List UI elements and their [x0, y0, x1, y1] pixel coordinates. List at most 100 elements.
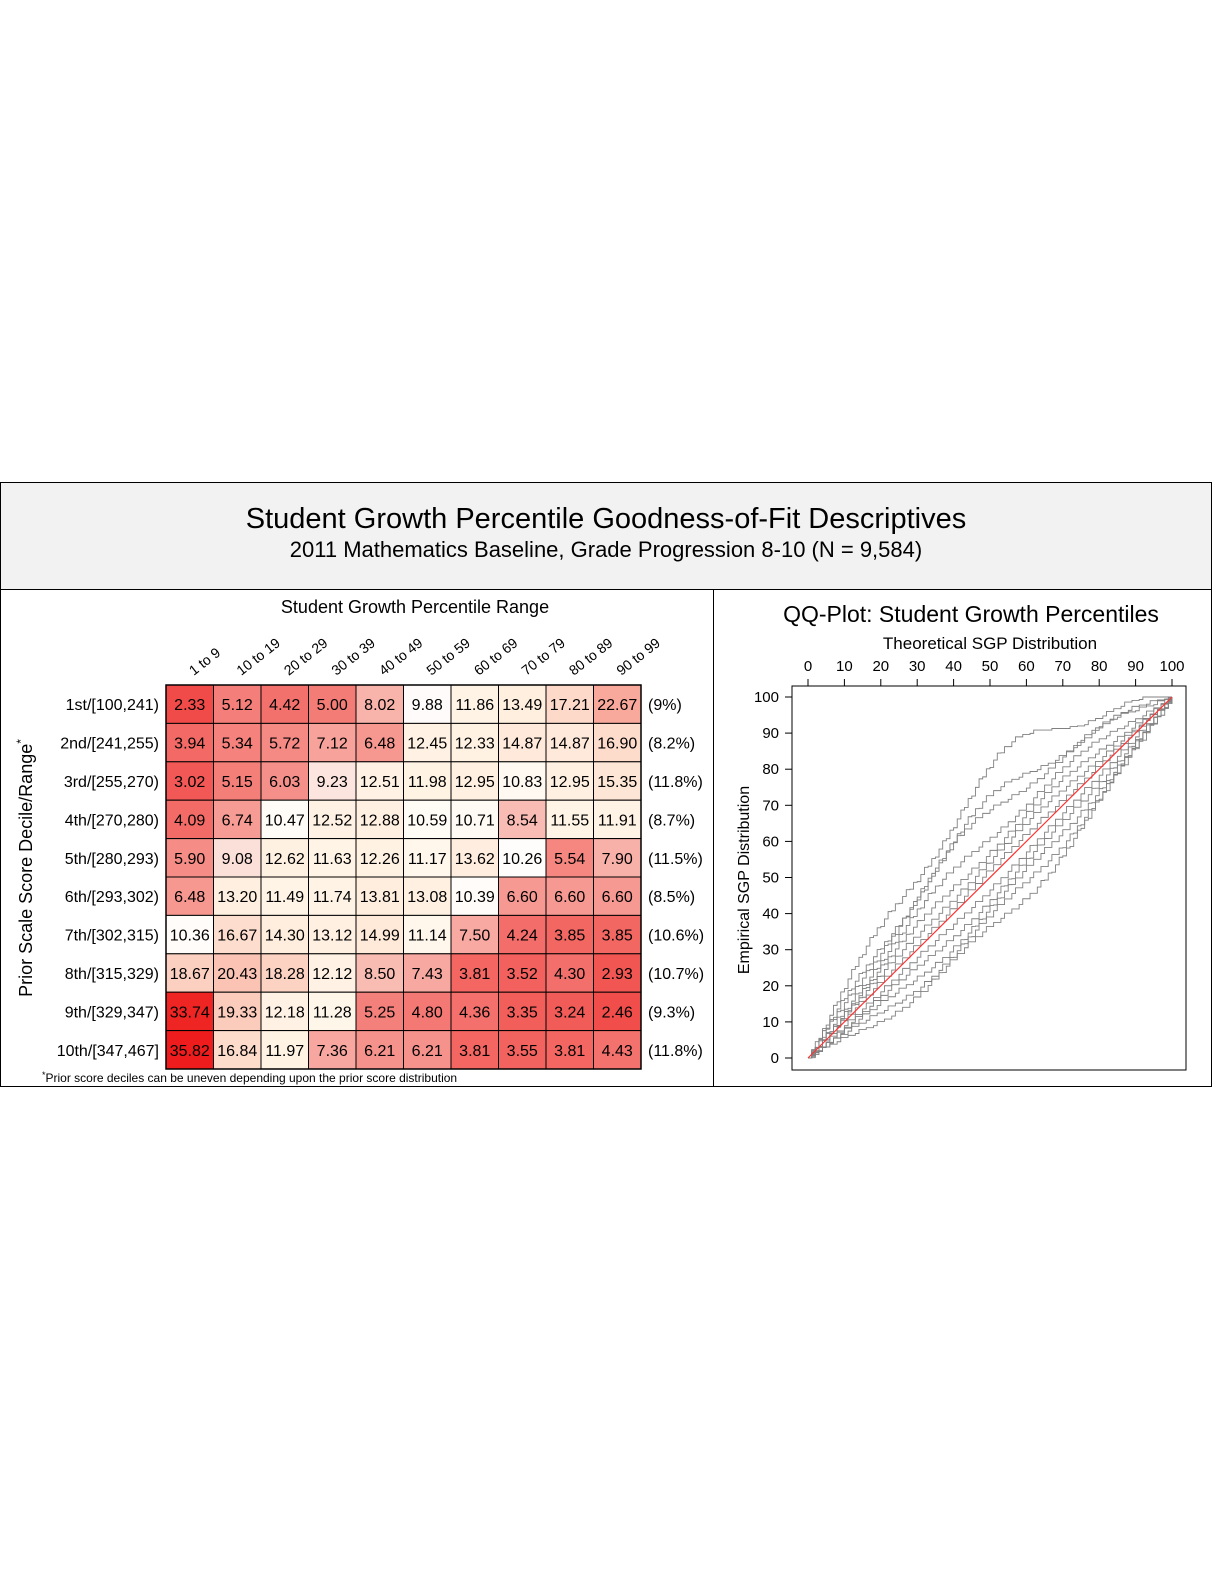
heatmap-cell — [545, 876, 594, 916]
heatmap-cell — [593, 876, 642, 916]
heatmap-cell — [545, 838, 594, 878]
qq-curve — [808, 697, 1173, 1059]
heatmap-cell-value: 10.39 — [455, 889, 495, 906]
heatmap-row-label: 6th/[293,302) — [65, 889, 159, 906]
heatmap-cell — [213, 953, 262, 993]
heatmap-cell-value: 9.23 — [317, 774, 348, 791]
heatmap-cell-value: 11.17 — [408, 851, 447, 868]
heatmap-cell — [260, 876, 309, 916]
heatmap-cell — [498, 684, 547, 724]
heatmap-cell-value: 12.45 — [407, 736, 447, 753]
heatmap-cell-value: 9.08 — [222, 851, 253, 868]
heatmap-cell-value: 6.21 — [412, 1043, 443, 1060]
heatmap-cell-value: 18.67 — [170, 966, 210, 983]
heatmap-cell-value: 10.59 — [407, 812, 447, 829]
heatmap-cell-value: 10.26 — [502, 851, 542, 868]
heatmap-border — [165, 684, 642, 1070]
heatmap-cell-value: 12.62 — [265, 851, 305, 868]
heatmap-cell-value: 33.74 — [170, 1004, 210, 1021]
heatmap-title: Student Growth Percentile Range — [281, 597, 549, 617]
heatmap-cell-value: 6.60 — [507, 889, 538, 906]
heatmap-cell — [403, 991, 452, 1032]
heatmap-cell-value: 11.49 — [265, 889, 304, 906]
heatmap-cell-value: 13.62 — [455, 851, 495, 868]
heatmap-cell — [593, 914, 642, 955]
heatmap-cell-value: 11.28 — [313, 1004, 352, 1021]
heatmap-row-label: 3rd/[255,270) — [64, 774, 159, 791]
heatmap-cell-value: 6.74 — [222, 812, 253, 829]
qq-x-tick-label: 0 — [804, 658, 812, 675]
heatmap-cell-value: 6.03 — [269, 774, 300, 791]
heatmap-cell-value: 12.12 — [312, 966, 352, 983]
qq-curve — [808, 697, 1173, 1059]
heatmap-cell — [593, 684, 642, 724]
heatmap-cell-value: 3.81 — [554, 1043, 585, 1060]
qq-x-tick-label: 10 — [836, 658, 853, 675]
qq-curve — [808, 697, 1173, 1059]
heatmap-cell-value: 12.95 — [455, 774, 495, 791]
qq-y-tick-label: 50 — [762, 870, 779, 887]
heatmap-cell-value: 7.43 — [412, 966, 443, 983]
heatmap-cell-value: 19.33 — [217, 1004, 257, 1021]
heatmap-row-label: 8th/[315,329) — [65, 966, 159, 983]
heatmap-footnote: *Prior score deciles can be uneven depen… — [42, 1070, 457, 1085]
qq-curve — [808, 696, 1172, 1059]
heatmap-column-label: 70 to 79 — [518, 634, 568, 678]
heatmap-cell-value: 6.60 — [554, 889, 585, 906]
heatmap-cell — [355, 799, 404, 840]
heatmap-cell-value: 4.42 — [269, 697, 300, 714]
heatmap-cell-value: 11.74 — [313, 889, 352, 906]
heatmap-cell — [308, 799, 357, 840]
qq-curve — [808, 697, 1173, 1059]
heatmap-row-label: 9th/[329,347) — [65, 1004, 159, 1021]
heatmap-cell-value: 5.25 — [364, 1004, 395, 1021]
qq-y-tick-label: 30 — [762, 942, 779, 959]
heatmap-column-label: 1 to 9 — [186, 644, 224, 678]
heatmap-cell — [498, 838, 547, 878]
main-title: Student Growth Percentile Goodness-of-Fi… — [245, 503, 967, 535]
qq-x-tick-label: 80 — [1091, 658, 1108, 675]
heatmap-cell-value: 5.12 — [222, 697, 253, 714]
heatmap-row-percent: (8.5%) — [648, 889, 695, 906]
qq-x-tick-label: 20 — [872, 658, 889, 675]
heatmap-cell-value: 12.88 — [360, 812, 400, 829]
heatmap-cell-value: 3.81 — [459, 1043, 490, 1060]
heatmap-column-label: 20 to 29 — [281, 634, 331, 678]
qq-y-axis-label: Empirical SGP Distribution — [736, 786, 753, 974]
heatmap-cell-value: 5.00 — [317, 697, 348, 714]
heatmap-row-label: 10th/[347,467] — [57, 1043, 159, 1060]
heatmap-cell-value: 35.82 — [170, 1043, 210, 1060]
heatmap-row-label: 2nd/[241,255) — [60, 736, 159, 753]
heatmap-cell — [213, 1030, 262, 1070]
heatmap-cell-value: 13.08 — [407, 889, 447, 906]
heatmap-row-percent: (10.7%) — [648, 966, 704, 983]
heatmap-column-label: 80 to 89 — [566, 634, 616, 678]
heatmap-cell-value: 14.30 — [265, 928, 305, 945]
heatmap-cell — [308, 1030, 357, 1070]
heatmap-cell-value: 22.67 — [597, 697, 637, 714]
heatmap-cell — [403, 761, 452, 801]
heatmap-footnote-text: Prior score deciles can be uneven depend… — [46, 1071, 458, 1085]
heatmap-cell — [213, 876, 262, 916]
heatmap-column-label: 30 to 39 — [328, 634, 378, 678]
heatmap-row-label: 7th/[302,315) — [65, 928, 159, 945]
heatmap-cell — [308, 761, 357, 801]
heatmap-cell-value: 12.18 — [265, 1004, 305, 1021]
heatmap-cell-value: 14.87 — [502, 736, 542, 753]
heatmap-cell-value: 4.09 — [174, 812, 205, 829]
heatmap-cell-value: 7.90 — [602, 851, 633, 868]
heatmap-cell-value: 4.24 — [507, 928, 538, 945]
goodness-of-fit-heatmap: Student Growth Percentile Range 1 to 9 10… — [14, 597, 704, 1085]
qq-y-tick-label: 60 — [762, 833, 779, 850]
heatmap-cell-value: 10.83 — [502, 774, 542, 791]
heatmap-cell-value: 13.49 — [502, 697, 542, 714]
heatmap-column-label: 90 to 99 — [613, 634, 663, 678]
heatmap-cell — [593, 953, 642, 993]
heatmap-cell-value: 8.02 — [364, 697, 395, 714]
heatmap-cell — [355, 914, 404, 955]
heatmap-y-axis-label-mark: * — [14, 739, 28, 744]
qq-curve — [808, 697, 1173, 1059]
heatmap-cell-value: 12.33 — [455, 736, 495, 753]
heatmap-cell-value: 11.14 — [408, 928, 447, 945]
heatmap-cell — [355, 761, 404, 801]
